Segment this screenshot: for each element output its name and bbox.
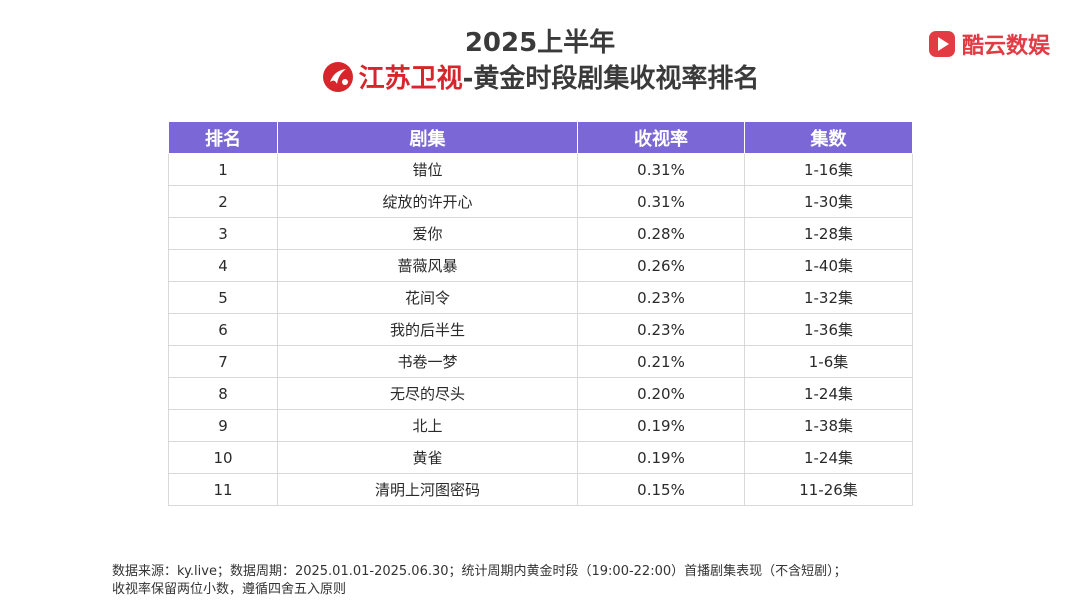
- jiangsu-tv-logo-icon: [322, 61, 353, 92]
- col-header-episodes: 集数: [744, 121, 913, 154]
- cell-drama: 绽放的许开心: [277, 185, 578, 218]
- cell-episodes: 1-36集: [744, 313, 913, 346]
- page-title-line2: 江苏卫视 -黄金时段剧集收视率排名: [0, 58, 1080, 95]
- cell-episodes: 1-6集: [744, 345, 913, 378]
- table-row: 4 蔷薇风暴 0.26% 1-40集: [168, 249, 913, 282]
- cell-drama: 书卷一梦: [277, 345, 578, 378]
- cell-rank: 9: [168, 409, 278, 442]
- col-header-drama: 剧集: [277, 121, 578, 154]
- cell-rating: 0.23%: [577, 313, 745, 346]
- cell-rank: 8: [168, 377, 278, 410]
- table-row: 10 黄雀 0.19% 1-24集: [168, 441, 913, 474]
- cell-rank: 2: [168, 185, 278, 218]
- brand-logo: 酷云数娱: [928, 28, 1050, 60]
- cell-episodes: 11-26集: [744, 473, 913, 506]
- col-header-rating: 收视率: [577, 121, 745, 154]
- cell-episodes: 1-24集: [744, 377, 913, 410]
- cell-drama: 蔷薇风暴: [277, 249, 578, 282]
- cell-drama: 我的后半生: [277, 313, 578, 346]
- table-header-row: 排名 剧集 收视率 集数: [168, 121, 913, 154]
- brand-name: 酷云数娱: [961, 34, 1050, 59]
- table-row: 6 我的后半生 0.23% 1-36集: [168, 313, 913, 346]
- table-row: 3 爱你 0.28% 1-28集: [168, 217, 913, 250]
- table-row: 9 北上 0.19% 1-38集: [168, 409, 913, 442]
- cell-episodes: 1-28集: [744, 217, 913, 250]
- channel-name: 江苏卫视: [358, 64, 463, 94]
- cell-rank: 1: [168, 153, 278, 186]
- cell-rating: 0.20%: [577, 377, 745, 410]
- cell-drama: 错位: [277, 153, 578, 186]
- cell-rank: 3: [168, 217, 278, 250]
- watermark-overlay: [410, 582, 650, 608]
- cell-drama: 爱你: [277, 217, 578, 250]
- cell-drama: 黄雀: [277, 441, 578, 474]
- cell-rank: 7: [168, 345, 278, 378]
- cell-drama: 北上: [277, 409, 578, 442]
- cell-rating: 0.31%: [577, 185, 745, 218]
- cell-rating: 0.19%: [577, 441, 745, 474]
- footnote: 数据来源：ky.live；数据周期：2025.01.01-2025.06.30；…: [112, 563, 1012, 599]
- table-row: 11 清明上河图密码 0.15% 11-26集: [168, 473, 913, 506]
- cell-rank: 11: [168, 473, 278, 506]
- table-row: 8 无尽的尽头 0.20% 1-24集: [168, 377, 913, 410]
- cell-rank: 10: [168, 441, 278, 474]
- page-title-line1: 2025上半年: [464, 28, 616, 58]
- cell-rating: 0.19%: [577, 409, 745, 442]
- cell-drama: 花间令: [277, 281, 578, 314]
- table-row: 2 绽放的许开心 0.31% 1-30集: [168, 185, 913, 218]
- cell-rank: 4: [168, 249, 278, 282]
- cell-episodes: 1-24集: [744, 441, 913, 474]
- cell-episodes: 1-40集: [744, 249, 913, 282]
- footnote-line2: 收视率保留两位小数，遵循四舍五入原则: [112, 582, 347, 597]
- cell-drama: 清明上河图密码: [277, 473, 578, 506]
- footnote-line1: 数据来源：ky.live；数据周期：2025.01.01-2025.06.30；…: [112, 564, 847, 579]
- table-row: 1 错位 0.31% 1-16集: [168, 153, 913, 186]
- col-header-rank: 排名: [168, 121, 278, 154]
- title-suffix: -黄金时段剧集收视率排名: [462, 64, 760, 94]
- table-row: 7 书卷一梦 0.21% 1-6集: [168, 345, 913, 378]
- cell-rating: 0.31%: [577, 153, 745, 186]
- play-icon: [928, 31, 955, 57]
- table-row: 5 花间令 0.23% 1-32集: [168, 281, 913, 314]
- cell-rating: 0.23%: [577, 281, 745, 314]
- cell-episodes: 1-32集: [744, 281, 913, 314]
- cell-drama: 无尽的尽头: [277, 377, 578, 410]
- cell-rank: 5: [168, 281, 278, 314]
- cell-episodes: 1-30集: [744, 185, 913, 218]
- cell-episodes: 1-16集: [744, 153, 913, 186]
- cell-rating: 0.28%: [577, 217, 745, 250]
- cell-rating: 0.26%: [577, 249, 745, 282]
- ratings-table: 排名 剧集 收视率 集数 1 错位 0.31% 1-16集 2 绽放的许开心 0…: [168, 121, 913, 506]
- cell-episodes: 1-38集: [744, 409, 913, 442]
- cell-rank: 6: [168, 313, 278, 346]
- cell-rating: 0.21%: [577, 345, 745, 378]
- cell-rating: 0.15%: [577, 473, 745, 506]
